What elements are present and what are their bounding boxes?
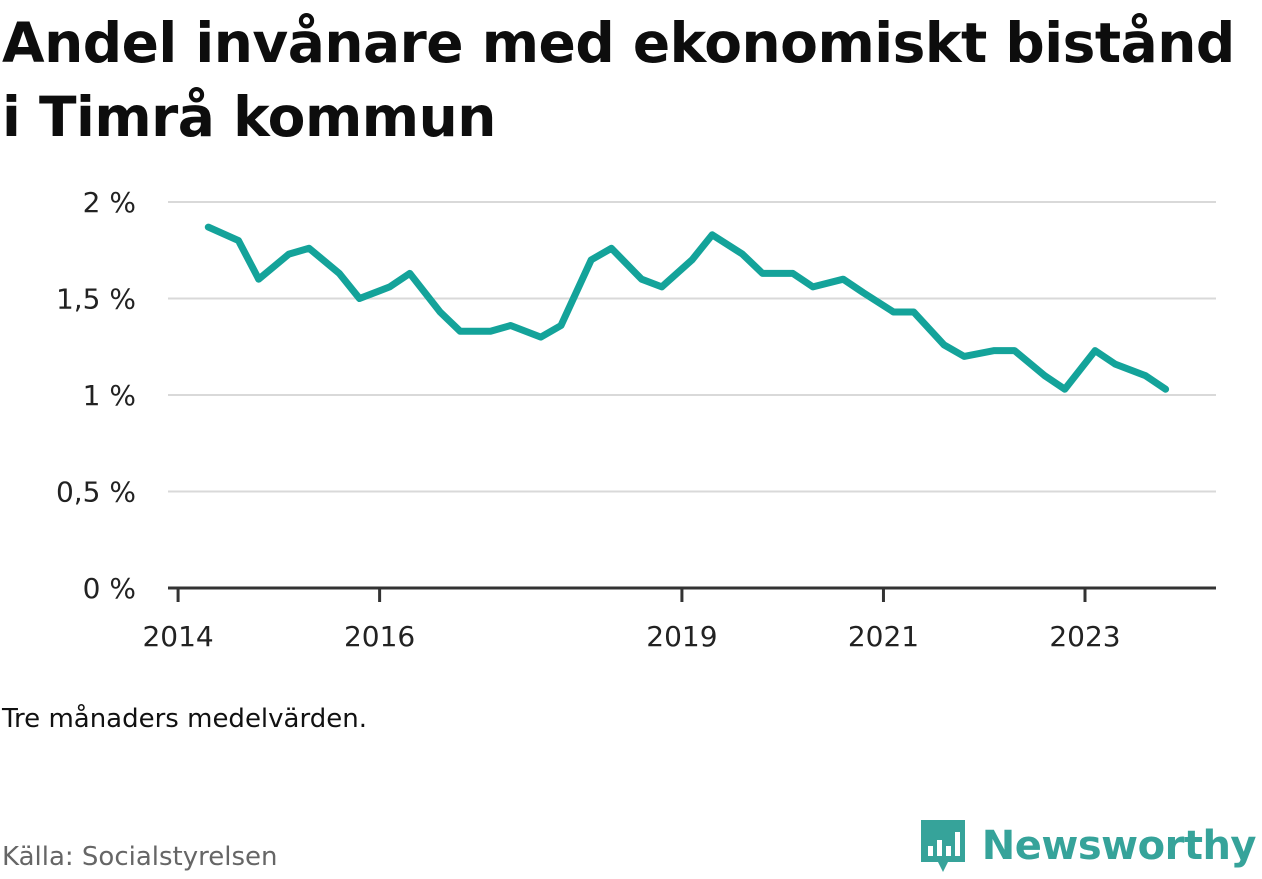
source-credit: Källa: Socialstyrelsen — [2, 842, 278, 872]
data-point — [356, 295, 363, 302]
grid-lines — [168, 201, 1216, 493]
series-group — [204, 223, 1170, 393]
data-point — [487, 328, 494, 335]
series-line — [204, 223, 1170, 393]
y-tick-label: 2 % — [83, 186, 136, 219]
data-point — [537, 334, 544, 341]
y-tick-label: 0,5 % — [56, 476, 136, 509]
data-point — [789, 270, 796, 277]
data-point — [235, 237, 242, 244]
data-point — [709, 231, 716, 238]
data-point — [689, 256, 695, 263]
data-point — [205, 224, 212, 231]
y-tick-label: 0 % — [83, 572, 136, 605]
y-tick-label: 1,5 % — [56, 283, 136, 316]
x-tick-label: 2016 — [344, 620, 415, 653]
data-point — [336, 270, 343, 277]
data-point — [457, 328, 464, 335]
data-point — [739, 251, 746, 258]
data-point — [840, 276, 847, 283]
x-tick-label: 2021 — [848, 620, 919, 653]
data-point — [608, 245, 615, 252]
data-point — [759, 270, 766, 277]
brand-name: Newsworthy — [981, 823, 1257, 869]
data-point — [638, 276, 645, 283]
data-point — [406, 270, 413, 277]
data-point — [437, 309, 444, 316]
data-point — [1011, 347, 1018, 354]
x-axis: 2014 2016 2019 2021 2023 — [142, 586, 1216, 653]
data-point — [910, 309, 917, 316]
data-point — [991, 347, 998, 354]
newsworthy-logo-icon — [920, 820, 965, 872]
data-point — [1112, 361, 1119, 368]
data-point — [1092, 347, 1099, 354]
data-point — [285, 251, 292, 258]
x-tick-label: 2014 — [142, 620, 213, 653]
data-point — [961, 353, 968, 360]
data-point — [1142, 372, 1149, 379]
data-point — [306, 245, 313, 252]
chart-note: Tre månaders medelvärden. — [2, 704, 367, 734]
data-point — [940, 341, 947, 348]
data-point — [809, 283, 816, 290]
data-point — [255, 276, 262, 283]
y-tick-label: 1 % — [83, 379, 136, 412]
x-tick-label: 2023 — [1049, 620, 1120, 653]
data-point — [1041, 372, 1048, 379]
data-point — [507, 322, 514, 329]
data-point — [890, 309, 897, 316]
data-point — [860, 289, 867, 296]
y-axis-ticks: 0 % 0,5 % 1 % 1,5 % 2 % — [56, 186, 136, 605]
data-point — [1162, 386, 1169, 393]
data-point — [558, 322, 564, 329]
data-point — [386, 283, 393, 290]
data-point — [658, 283, 665, 290]
data-point — [1061, 386, 1068, 393]
x-tick-label: 2019 — [646, 620, 717, 653]
chart-title: Andel invånare med ekonomiskt bistånd i … — [2, 11, 1235, 149]
data-point — [588, 256, 595, 263]
brand-logo[interactable]: Newsworthy — [918, 816, 1257, 876]
